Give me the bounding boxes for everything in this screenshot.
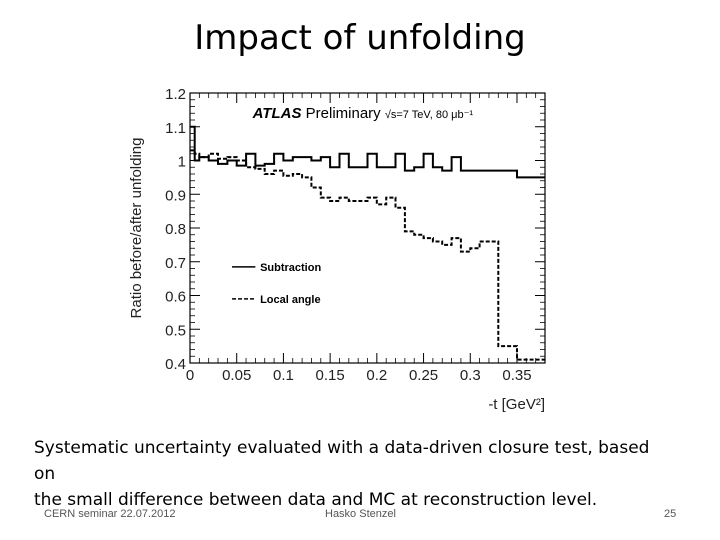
y-tick-label: 0.9 (165, 187, 186, 204)
x-tick-label: 0.05 (222, 367, 251, 384)
atlas-energy: √s=7 TeV, 80 μb⁻¹ (385, 109, 474, 121)
atlas-status: Preliminary (306, 105, 385, 122)
y-axis-label: Ratio before/after unfolding (128, 138, 145, 319)
page-number: 25 (664, 508, 677, 520)
slide-title: Impact of unfolding (194, 18, 526, 58)
x-tick-label: 0.25 (409, 367, 438, 384)
y-tick-label: 1 (178, 154, 186, 171)
y-tick-label: 0.7 (165, 255, 186, 272)
atlas-annotation: ATLAS Preliminary √s=7 TeV, 80 μb⁻¹ (252, 105, 474, 122)
x-tick-label: 0.15 (316, 367, 345, 384)
plot-frame (189, 92, 546, 364)
legend-label-subtraction: Subtraction (260, 262, 321, 274)
y-tick-label: 0.5 (165, 322, 186, 339)
atlas-brand: ATLAS (252, 105, 306, 122)
series-subtraction-line (190, 125, 545, 179)
x-tick-label: 0.35 (502, 367, 531, 384)
footer-event: CERN seminar 22.07.2012 (44, 508, 176, 520)
series-local-angle-line (190, 149, 545, 361)
ratio-chart: 0.4 0.5 0.6 0.7 0.8 0.9 1 1.1 1.2 0 0.05 0.1 0.15 0.2… (128, 86, 546, 413)
x-tick-label: 0.2 (366, 367, 387, 384)
legend-label-local-angle: Local angle (260, 294, 321, 306)
x-tick-label: 0.1 (273, 367, 294, 384)
y-tick-label: 1.1 (165, 120, 186, 137)
caption-line-1: Systematic uncertainty evaluated with a … (34, 438, 650, 484)
x-tick-label: 0.3 (460, 367, 481, 384)
x-axis-label: -t [GeV²] (488, 396, 545, 413)
y-tick-label: 0.6 (165, 289, 186, 306)
y-tick-label: 1.2 (165, 86, 186, 103)
y-tick-label: 0.8 (165, 221, 186, 238)
caption-line-2: the small difference between data and MC… (34, 490, 598, 510)
y-tick-label: 0.4 (165, 356, 186, 373)
footer-author: Hasko Stenzel (325, 508, 396, 520)
caption: Systematic uncertainty evaluated with a … (34, 435, 674, 513)
x-tick-label: 0 (186, 367, 194, 384)
